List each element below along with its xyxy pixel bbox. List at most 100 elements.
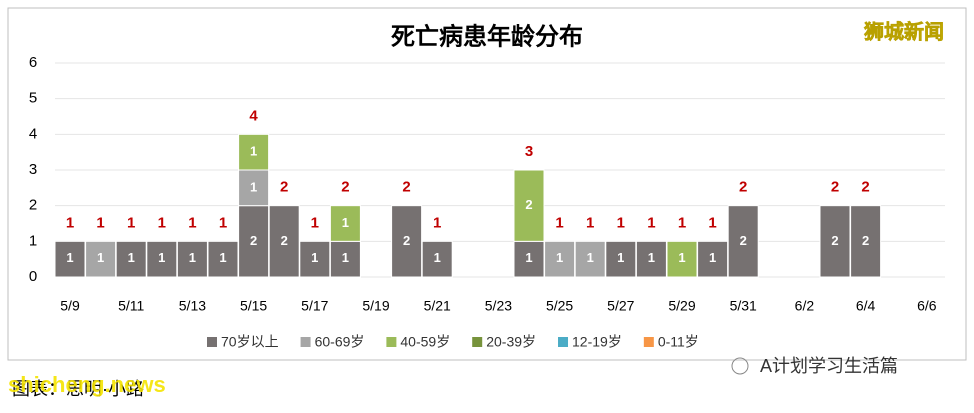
segment-label: 2 bbox=[740, 233, 747, 248]
segment-label: 1 bbox=[250, 179, 257, 194]
segment-label: 2 bbox=[250, 233, 257, 248]
bar-segment bbox=[513, 169, 545, 242]
legend-label: 40-59岁 bbox=[400, 334, 450, 350]
bar-segment bbox=[697, 240, 729, 278]
segment-label: 1 bbox=[434, 250, 441, 265]
bar-segment bbox=[850, 205, 882, 278]
total-label: 2 bbox=[861, 179, 869, 196]
segment-label: 1 bbox=[525, 250, 532, 265]
segment-label: 1 bbox=[311, 250, 318, 265]
segment-label: 2 bbox=[831, 233, 838, 248]
segment-label: 1 bbox=[556, 250, 563, 265]
total-label: 1 bbox=[188, 214, 196, 231]
segment-label: 2 bbox=[525, 197, 532, 212]
x-tick-label: 6/2 bbox=[795, 298, 815, 314]
y-tick-label: 4 bbox=[29, 125, 37, 142]
segment-label: 1 bbox=[648, 250, 655, 265]
segment-label: 2 bbox=[281, 233, 288, 248]
total-label: 1 bbox=[311, 214, 319, 231]
x-tick-label: 5/31 bbox=[730, 298, 757, 314]
legend-label: 12-19岁 bbox=[572, 334, 622, 350]
total-label: 3 bbox=[525, 143, 533, 160]
x-tick-label: 5/21 bbox=[424, 298, 451, 314]
x-tick-label: 5/27 bbox=[607, 298, 634, 314]
total-label: 1 bbox=[678, 214, 686, 231]
x-tick-label: 5/15 bbox=[240, 298, 267, 314]
legend-swatch bbox=[300, 337, 311, 347]
total-label: 1 bbox=[96, 214, 104, 231]
segment-label: 1 bbox=[97, 250, 104, 265]
segment-label: 1 bbox=[709, 250, 716, 265]
bar-segment bbox=[54, 240, 86, 278]
bar-segment bbox=[666, 240, 698, 278]
bar-segment bbox=[85, 240, 117, 278]
bar-segment bbox=[238, 133, 270, 171]
total-label: 1 bbox=[66, 214, 74, 231]
legend-swatch bbox=[386, 337, 397, 347]
wechat-icon bbox=[731, 357, 749, 375]
legend-label: 20-39岁 bbox=[486, 334, 536, 350]
segment-label: 1 bbox=[158, 250, 165, 265]
x-tick-label: 5/13 bbox=[179, 298, 206, 314]
bar-segment bbox=[238, 169, 270, 207]
y-tick-label: 5 bbox=[29, 90, 37, 107]
chart-title: 死亡病患年龄分布 bbox=[391, 22, 583, 50]
segment-label: 2 bbox=[403, 233, 410, 248]
y-tick-label: 2 bbox=[29, 197, 37, 214]
x-tick-label: 5/23 bbox=[485, 298, 512, 314]
legend-label: 70岁以上 bbox=[221, 334, 279, 350]
segment-label: 2 bbox=[862, 233, 869, 248]
total-label: 1 bbox=[127, 214, 135, 231]
total-label: 2 bbox=[831, 179, 839, 196]
bar-segment bbox=[176, 240, 208, 278]
bar-segment bbox=[513, 240, 545, 278]
segment-label: 1 bbox=[250, 144, 257, 159]
account: A计划学习生活篇 bbox=[760, 356, 898, 376]
segment-label: 1 bbox=[342, 250, 349, 265]
y-tick-label: 0 bbox=[29, 268, 37, 285]
y-tick-label: 3 bbox=[29, 161, 37, 178]
bar-segment bbox=[421, 240, 453, 278]
bar-segment bbox=[544, 240, 576, 278]
total-label: 1 bbox=[586, 214, 594, 231]
total-label: 2 bbox=[280, 179, 288, 196]
bar-segment bbox=[207, 240, 239, 278]
segment-label: 1 bbox=[128, 250, 135, 265]
total-label: 2 bbox=[739, 179, 747, 196]
x-tick-label: 5/17 bbox=[301, 298, 328, 314]
bar-segment bbox=[605, 240, 637, 278]
x-tick-label: 5/19 bbox=[362, 298, 389, 314]
segment-label: 1 bbox=[342, 215, 349, 230]
legend-swatch bbox=[472, 337, 483, 347]
legend-swatch bbox=[207, 337, 217, 347]
site-watermark: shicheng.news bbox=[8, 372, 166, 397]
total-label: 1 bbox=[433, 214, 441, 231]
total-label: 2 bbox=[341, 179, 349, 196]
bar-segment bbox=[146, 240, 178, 278]
x-tick-label: 6/6 bbox=[917, 298, 937, 314]
segment-label: 1 bbox=[66, 250, 73, 265]
bar-segment bbox=[727, 205, 759, 278]
bar-segment bbox=[391, 205, 423, 278]
segment-label: 1 bbox=[189, 250, 196, 265]
bar-segment bbox=[329, 240, 361, 278]
y-tick-label: 6 bbox=[29, 54, 37, 71]
total-label: 1 bbox=[647, 214, 655, 231]
total-label: 1 bbox=[555, 214, 563, 231]
chart-frame bbox=[7, 7, 967, 361]
total-label: 1 bbox=[708, 214, 716, 231]
bar-segment bbox=[329, 205, 361, 242]
total-label: 1 bbox=[158, 214, 166, 231]
segment-label: 1 bbox=[587, 250, 594, 265]
bar-segment bbox=[574, 240, 606, 278]
credit: 图表：思明·小路 bbox=[12, 379, 144, 399]
segment-label: 1 bbox=[617, 250, 624, 265]
total-label: 1 bbox=[617, 214, 625, 231]
x-tick-label: 5/29 bbox=[668, 298, 695, 314]
bar-segment bbox=[819, 205, 851, 278]
x-tick-label: 6/4 bbox=[856, 298, 876, 314]
bar-segment bbox=[268, 205, 300, 278]
watermark: 狮城新闻 bbox=[864, 19, 944, 43]
bar-segment bbox=[299, 240, 331, 278]
